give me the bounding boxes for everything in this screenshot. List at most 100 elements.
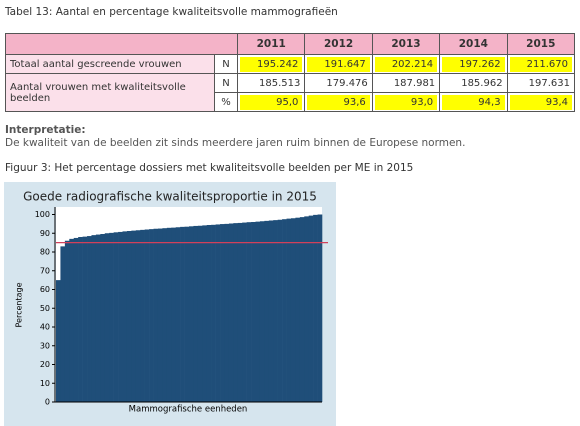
cell-value: 195.242 [240,56,303,72]
value-cell: 95,0 [236,92,306,112]
y-tick-label: 100 [35,210,50,219]
bar [211,224,216,402]
value-cell: 211.670 [506,54,576,74]
header-blank [5,33,238,55]
y-tick-label: 20 [40,360,50,369]
x-axis-label: Mammografische eenheden [129,405,248,415]
y-tick-label: 60 [40,285,50,294]
interpretation-text: De kwaliteit van de beelden zit sinds me… [5,137,466,149]
bar [304,216,309,402]
cell-value: 93,6 [307,94,370,110]
value-cell: 94,3 [439,92,508,112]
table-row: Totaal aantal gescreende vrouwen N 195.242… [5,54,576,74]
bar [299,217,305,402]
value-cell: 185.962 [439,73,508,93]
bar [282,219,287,402]
row-label: Aantal vrouwen met kwaliteitsvolle beeld… [5,73,215,112]
value-cell: 191.647 [304,54,373,74]
cell-value: 197.262 [442,56,505,72]
year-header: 2014 [439,33,508,55]
cell-value: 179.476 [326,77,368,89]
bar [290,218,296,402]
chart-title: Goede radiografische kwaliteitsproportie… [23,190,317,204]
interpretation-heading: Interpretatie: [5,124,86,136]
value-cell: 187.981 [371,73,441,93]
cell-value: 211.670 [509,56,572,72]
header-row: 2011 2012 2013 2014 2015 [5,33,576,55]
bar [255,221,261,402]
bar [118,231,123,402]
bar [175,227,181,402]
table-caption: Tabel 13: Aantal en percentage kwaliteit… [5,6,338,18]
y-tick-label: 90 [40,229,50,238]
bar [153,228,159,402]
table-row: % 95,0 93,6 93,0 94,3 93,4 [6,92,576,112]
bar [69,238,75,402]
bar [193,225,199,402]
value-cell: 202.214 [371,54,441,74]
y-tick-label: 10 [40,379,50,388]
unit-cell: N [214,73,238,93]
value-cell: 185.513 [236,73,306,93]
y-tick-label: 80 [40,248,50,257]
data-table: 2011 2012 2013 2014 2015 Totaal aantal gescre… [5,33,576,112]
value-cell: 195.242 [236,54,306,74]
bar [180,226,185,402]
bar [273,220,278,402]
bar [60,246,66,402]
bar [100,234,106,402]
bar [197,225,203,402]
bar [56,280,61,402]
y-tick-label: 0 [45,398,50,407]
y-axis-label: Percentage [15,282,24,327]
row-label: Totaal aantal gescreende vrouwen [5,54,215,74]
bar [78,237,83,402]
year-header: 2015 [506,33,576,55]
cell-value: 94,3 [442,94,505,110]
unit-cell: % [214,92,238,112]
bar [166,227,172,402]
cell-value: 191.647 [307,56,370,72]
bar [251,222,256,402]
cell-value: 197.631 [528,77,570,89]
cell-value: 93,4 [509,94,572,110]
bar [171,227,176,402]
bar [131,230,137,402]
y-tick-label: 30 [40,341,50,350]
bar [162,228,168,402]
bar [122,231,128,402]
bar [95,234,101,402]
cell-value: 187.981 [393,77,436,89]
bar [308,215,314,402]
y-tick-label: 70 [40,266,50,275]
bar [206,225,212,402]
bar [113,232,119,402]
cell-value: 93,0 [374,94,438,110]
cell-value: 185.962 [461,77,503,89]
year-header: 2012 [304,33,373,55]
bar [237,222,243,402]
value-cell: 93,0 [371,92,441,112]
bar [313,214,318,402]
value-cell: 197.262 [439,54,508,74]
bar [259,221,265,402]
bar [140,229,145,402]
bar [82,236,88,402]
bar [277,219,283,402]
bar [184,226,190,402]
bar [144,229,150,402]
bar [135,230,141,402]
bar [73,237,79,402]
cell-value: 202.214 [374,56,438,72]
bar [295,217,301,402]
bar [215,224,221,402]
chart: Goede radiografische kwaliteitsproportie… [4,182,336,426]
bar [317,214,323,402]
value-cell: 93,4 [506,92,576,112]
bar [189,226,194,402]
figure-caption: Figuur 3: Het percentage dossiers met kw… [5,162,414,174]
bar [224,223,230,402]
bar [64,240,70,402]
bar [157,228,163,402]
